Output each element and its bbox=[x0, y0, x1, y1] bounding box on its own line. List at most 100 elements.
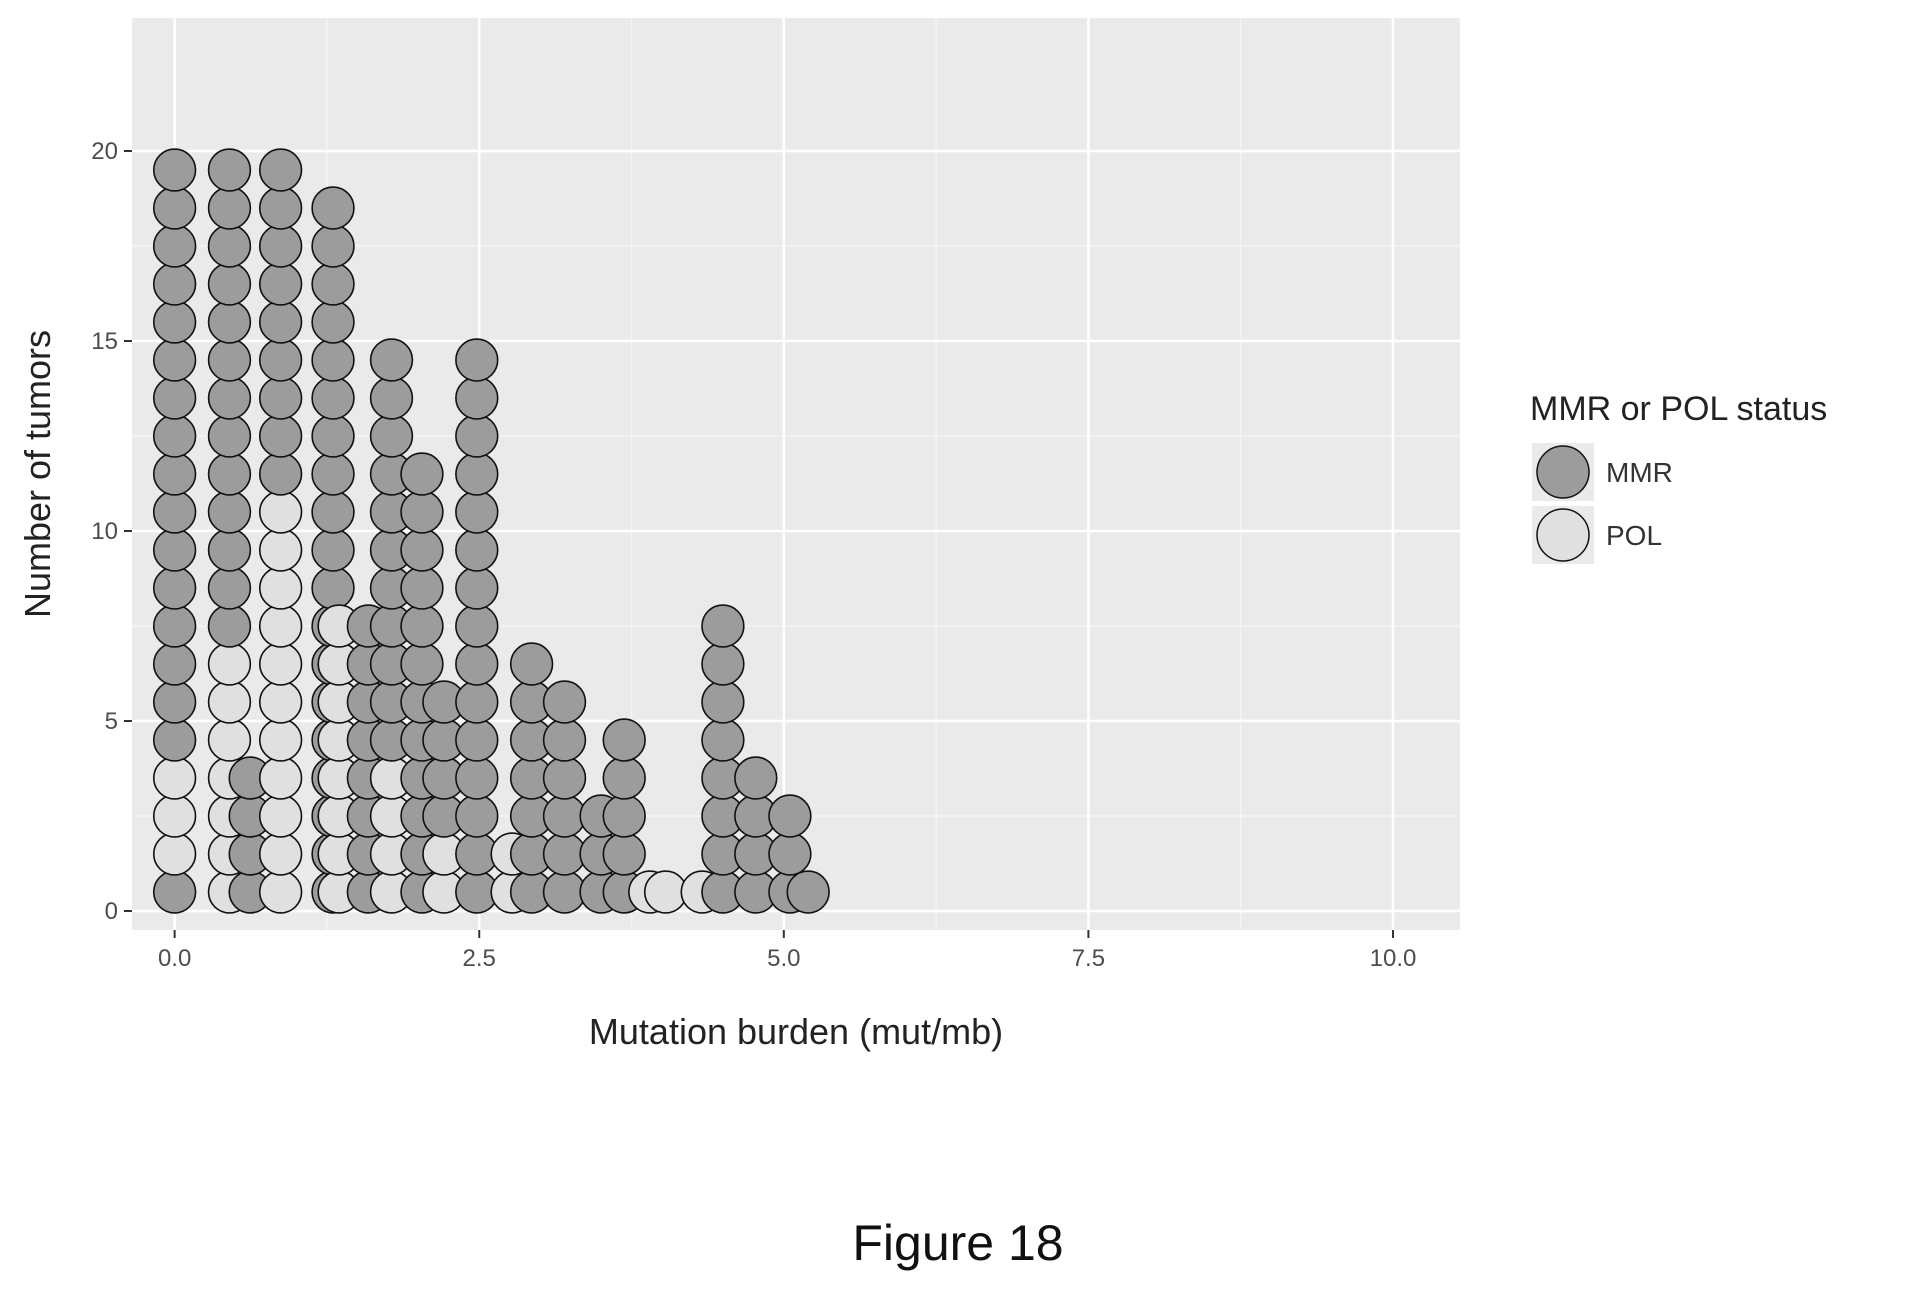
dot-pol bbox=[207, 642, 252, 686]
x-tick-label: 2.5 bbox=[463, 945, 496, 972]
axes: 0.0 2.5 5.0 7.5 10.0 0 5 10 15 20 bbox=[91, 138, 1416, 972]
x-axis-title: Mutation burden (mut/mb) bbox=[589, 1011, 1003, 1052]
y-tick-label: 5 bbox=[105, 708, 118, 735]
dot-stack bbox=[455, 338, 499, 914]
dot-mmr bbox=[258, 186, 303, 230]
dot-mmr bbox=[152, 262, 197, 306]
dot-mmr bbox=[542, 870, 587, 914]
dot-mmr bbox=[701, 680, 745, 724]
dot-mmr bbox=[207, 186, 252, 230]
dot-stack bbox=[643, 870, 688, 914]
dot-mmr bbox=[602, 718, 646, 762]
dot-mmr bbox=[207, 604, 252, 648]
dot-pol bbox=[207, 718, 252, 762]
dot-mmr bbox=[455, 528, 499, 572]
legend-swatch-mmr bbox=[1536, 445, 1590, 499]
dot-mmr bbox=[542, 832, 587, 876]
dot-mmr bbox=[455, 718, 499, 762]
dot-mmr bbox=[152, 186, 197, 230]
dot-mmr bbox=[152, 224, 197, 268]
dot-mmr bbox=[455, 490, 499, 534]
dot-pol bbox=[258, 604, 303, 648]
dot-mmr bbox=[258, 300, 303, 344]
dot-mmr bbox=[400, 452, 444, 496]
dot-pol bbox=[258, 794, 303, 838]
dot-mmr bbox=[701, 642, 745, 686]
dot-mmr bbox=[311, 376, 355, 420]
dot-mmr bbox=[542, 718, 587, 762]
dot-mmr bbox=[152, 490, 197, 534]
dot-stack bbox=[258, 148, 303, 914]
dot-stack bbox=[369, 338, 414, 914]
dot-mmr bbox=[258, 376, 303, 420]
legend-label-pol: POL bbox=[1606, 520, 1662, 551]
y-tick-label: 15 bbox=[91, 328, 118, 355]
dot-mmr bbox=[311, 338, 355, 382]
dot-mmr bbox=[152, 300, 197, 344]
dot-stack bbox=[509, 642, 554, 914]
dot-mmr bbox=[369, 338, 414, 382]
dot-mmr bbox=[207, 566, 252, 610]
dot-mmr bbox=[152, 338, 197, 382]
x-tick-label: 10.0 bbox=[1370, 945, 1417, 972]
dot-mmr bbox=[455, 452, 499, 496]
dot-mmr bbox=[400, 566, 444, 610]
dot-mmr bbox=[152, 452, 197, 496]
dot-mmr bbox=[207, 452, 252, 496]
dot-mmr bbox=[152, 604, 197, 648]
x-tick-label: 0.0 bbox=[158, 945, 191, 972]
dot-pol bbox=[258, 832, 303, 876]
dot-mmr bbox=[701, 718, 745, 762]
dot-mmr bbox=[207, 490, 252, 534]
dot-mmr bbox=[207, 414, 252, 458]
dot-mmr bbox=[311, 224, 355, 268]
dot-mmr bbox=[311, 452, 355, 496]
legend-label-mmr: MMR bbox=[1606, 457, 1673, 488]
dot-mmr bbox=[542, 756, 587, 800]
dot-mmr bbox=[258, 452, 303, 496]
dot-mmr bbox=[400, 490, 444, 534]
dot-mmr bbox=[152, 148, 197, 192]
dot-mmr bbox=[152, 680, 197, 724]
y-tick-label: 10 bbox=[91, 518, 118, 545]
dot-mmr bbox=[701, 604, 745, 648]
dot-mmr bbox=[455, 338, 499, 382]
x-tick-label: 5.0 bbox=[767, 945, 800, 972]
dot-pol bbox=[152, 794, 197, 838]
dot-mmr bbox=[207, 148, 252, 192]
dot-mmr bbox=[311, 490, 355, 534]
dot-mmr bbox=[207, 338, 252, 382]
dot-stack bbox=[228, 756, 272, 914]
dot-mmr bbox=[258, 338, 303, 382]
dot-stack bbox=[542, 680, 587, 914]
dot-mmr bbox=[311, 414, 355, 458]
dot-pol bbox=[258, 870, 303, 914]
dot-pol bbox=[258, 528, 303, 572]
dot-mmr bbox=[455, 642, 499, 686]
dot-mmr bbox=[258, 414, 303, 458]
dot-mmr bbox=[152, 566, 197, 610]
dot-stack bbox=[152, 148, 197, 914]
dot-mmr bbox=[455, 414, 499, 458]
dot-mmr bbox=[734, 756, 778, 800]
dot-pol bbox=[258, 642, 303, 686]
dot-mmr bbox=[152, 718, 197, 762]
y-tick-label: 0 bbox=[105, 898, 118, 925]
dot-mmr bbox=[602, 756, 646, 800]
dot-stack bbox=[734, 756, 778, 914]
dot-mmr bbox=[207, 528, 252, 572]
dot-mmr bbox=[369, 414, 414, 458]
dot-mmr bbox=[207, 262, 252, 306]
dot-mmr bbox=[768, 832, 812, 876]
dot-stacks bbox=[152, 148, 830, 914]
dot-pol bbox=[258, 718, 303, 762]
dot-mmr bbox=[311, 566, 355, 610]
dot-pol bbox=[258, 756, 303, 800]
legend-title: MMR or POL status bbox=[1530, 390, 1827, 428]
dot-stack bbox=[422, 680, 466, 914]
dot-pol bbox=[258, 680, 303, 724]
dot-pol bbox=[207, 680, 252, 724]
y-axis-title: Number of tumors bbox=[17, 330, 58, 618]
dot-mmr bbox=[311, 262, 355, 306]
